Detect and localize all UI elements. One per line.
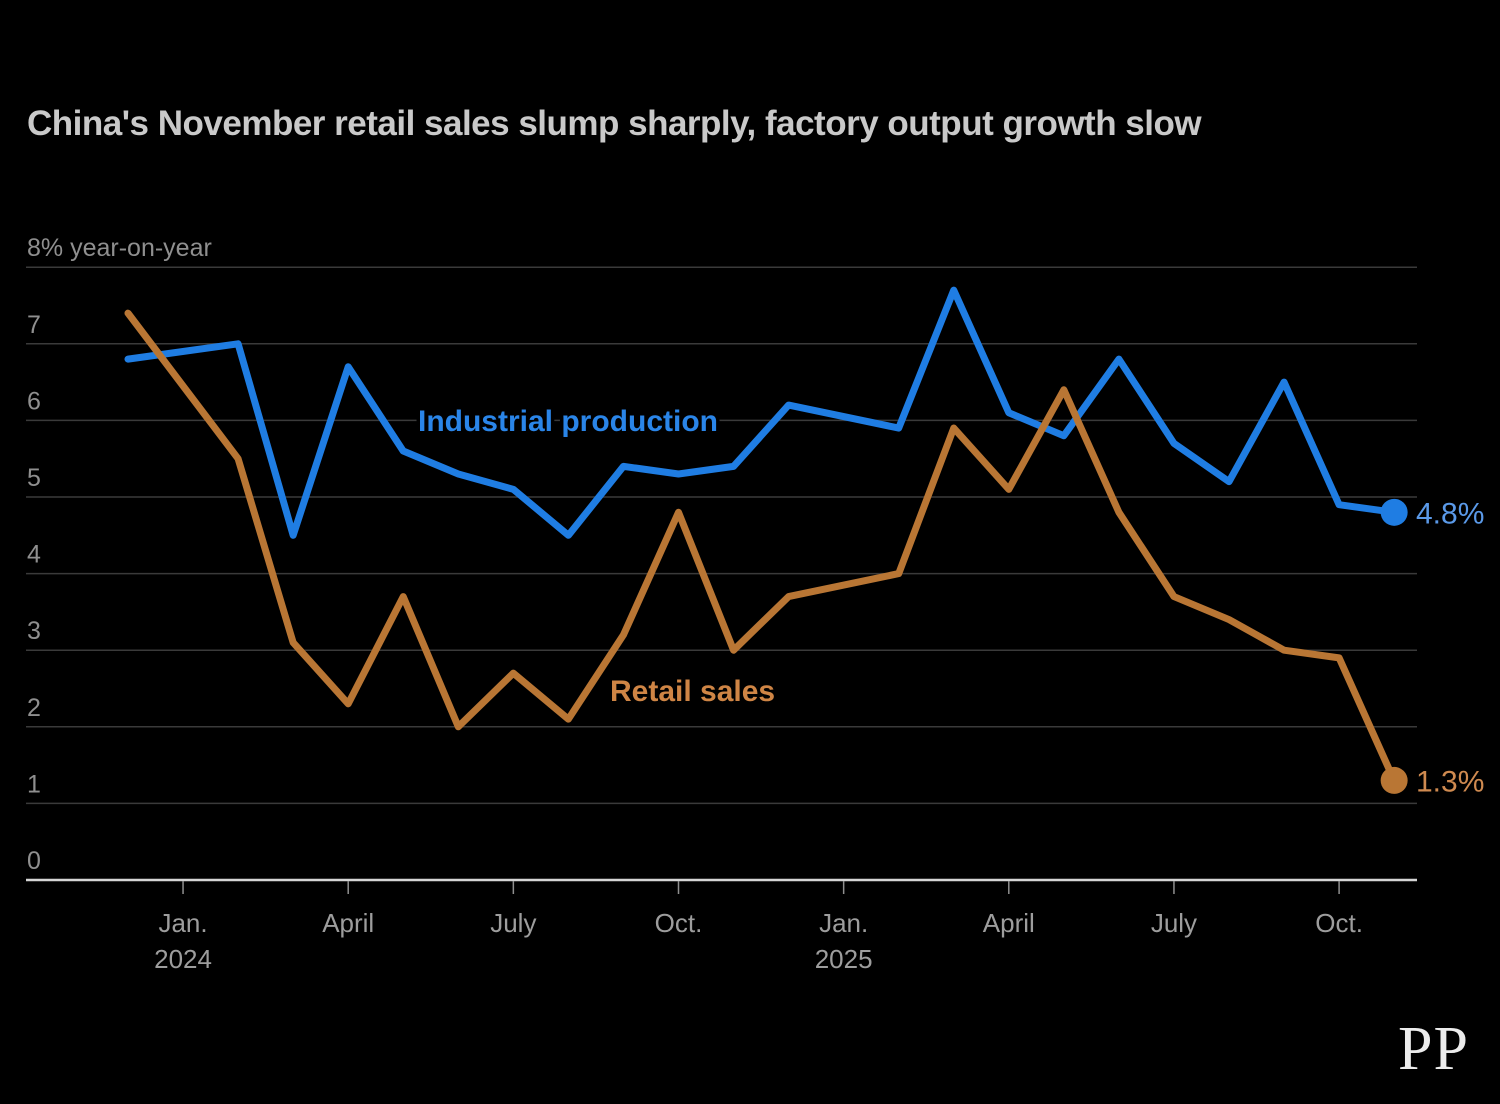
x-axis-year-2025: 2025 (815, 944, 873, 974)
x-axis-year-2024: 2024 (154, 944, 212, 974)
y-axis-label-7: 7 (27, 311, 41, 339)
x-axis-label-april: April (322, 908, 374, 938)
publisher-logo: PP (1398, 1015, 1469, 1083)
retail-sales-series-label: Retail sales (610, 675, 775, 708)
retail-sales-end-label: 1.3% (1416, 765, 1484, 798)
y-axis-label-6: 6 (27, 387, 41, 415)
x-axis-label-oct-: Oct. (1315, 908, 1363, 938)
y-axis-label-8: 8% year-on-year (27, 234, 212, 262)
x-axis-label-july: July (1151, 908, 1197, 938)
x-axis-label-april: April (983, 908, 1035, 938)
industrial-production-line (124, 286, 1398, 539)
industrial-production-end-label: 4.8% (1416, 497, 1484, 530)
x-axis-label-jan-2025: Jan. (819, 908, 868, 938)
y-axis-label-3: 3 (27, 617, 41, 645)
x-axis-label-jan-2024: Jan. (158, 908, 207, 938)
y-axis-label-1: 1 (27, 770, 41, 798)
industrial-production-series-label: Industrial production (418, 405, 718, 438)
y-axis-label-4: 4 (27, 541, 41, 569)
retail-sales-line (124, 309, 1398, 784)
y-axis-label-2: 2 (27, 694, 41, 722)
retail-sales-end-dot (1380, 766, 1408, 794)
industrial-production-end-dot (1380, 498, 1408, 526)
x-axis-label-oct-: Oct. (655, 908, 703, 938)
x-axis-label-july: July (490, 908, 536, 938)
y-axis-label-0: 0 (27, 847, 41, 875)
chart-title: China's November retail sales slump shar… (27, 104, 1202, 143)
y-axis-label-5: 5 (27, 464, 41, 492)
